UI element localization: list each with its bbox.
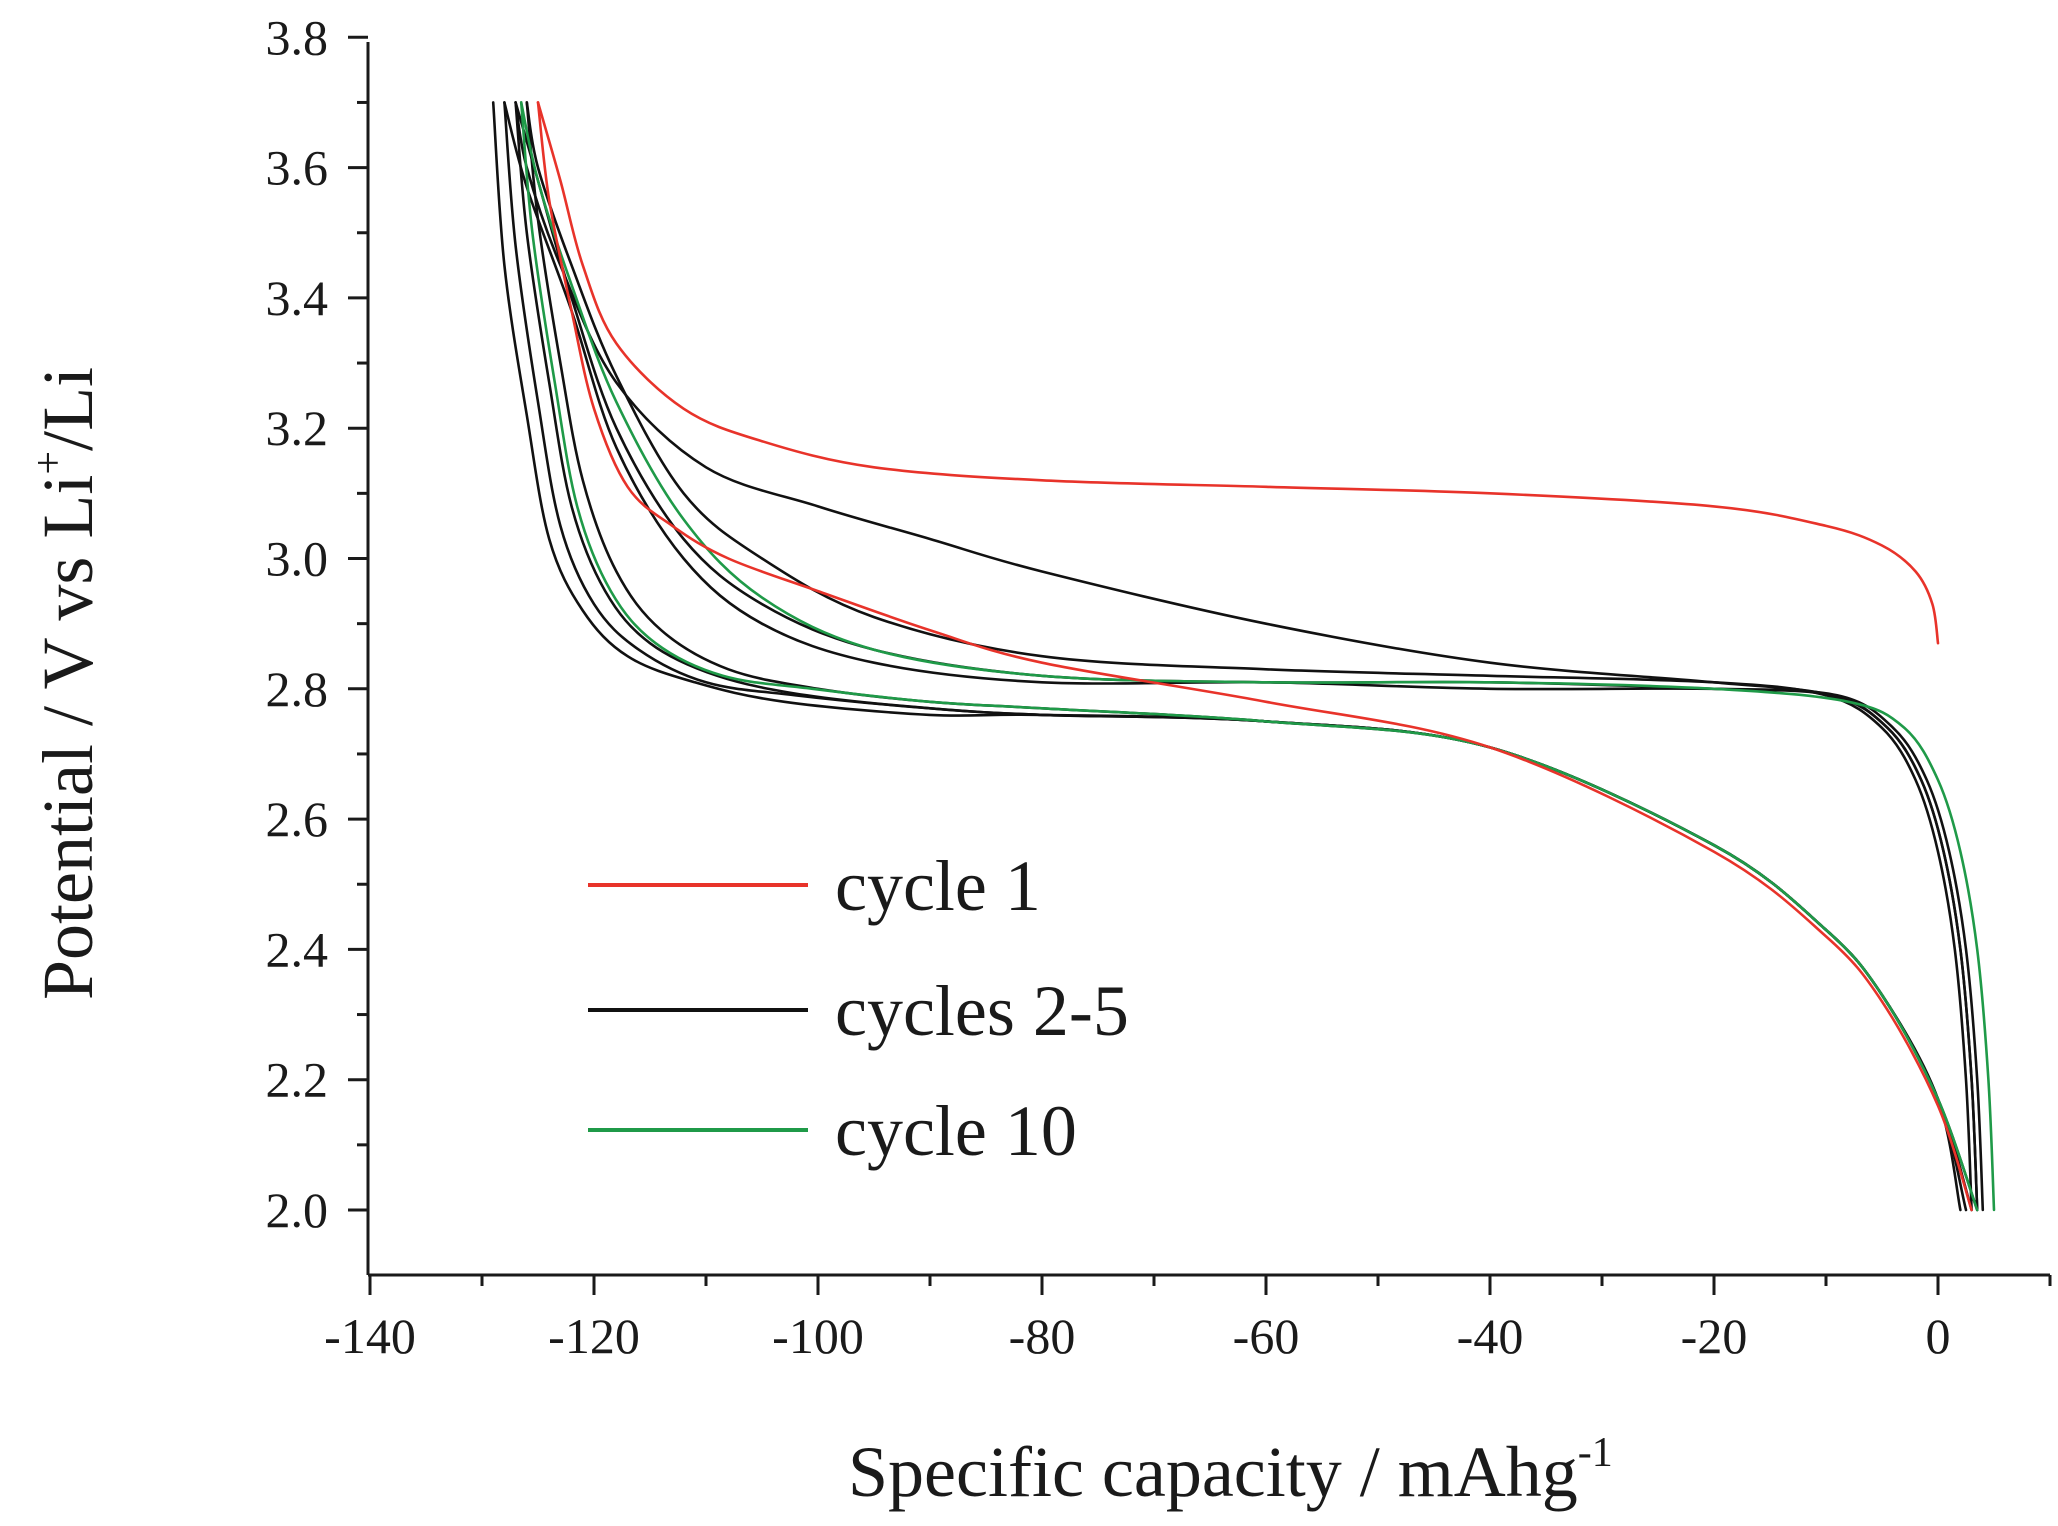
series-line-cycles-2-5 [514,101,1968,1212]
y-axis-title-tail: /Li [28,367,108,451]
y-tick-label: 3.4 [266,270,329,326]
series-line-cycles-2-5 [525,101,1962,1212]
series-line-cycles-2-5 [503,101,1985,1212]
y-tick-label: 3.0 [266,531,329,587]
series-line-cycles-2-5 [514,101,1979,1212]
x-tick-label: -140 [324,1308,416,1364]
x-tick-label: -60 [1233,1308,1300,1364]
y-axis-title-superscript: + [26,451,72,475]
legend: cycle 1 cycles 2-5 cycle 10 [588,846,1129,1171]
y-tick-label: 2.8 [266,661,329,717]
legend-label-cycle-1: cycle 1 [835,846,1041,926]
tick-labels: -140 -120 -100 -80 -60 -40 -20 0 2.0 2.2 2.4 2.6 2.8… [266,9,1951,1364]
series-layer [491,101,1996,1212]
y-axis-title-main: Potential / V vs Li [28,475,108,1000]
series-line-cycles-2-5 [514,101,1979,1212]
series-line-cycles-2-5 [525,101,1973,1212]
x-axis-title-superscript: -1 [1578,1430,1613,1476]
x-tick-label: -40 [1457,1308,1524,1364]
x-tick-label: -120 [548,1308,640,1364]
y-tick-label: 2.4 [266,921,329,977]
series-line-cycle-1 [536,101,1973,1212]
series-line-cycle-10 [519,101,1996,1212]
x-tick-label: -20 [1681,1308,1748,1364]
y-tick-label: 2.0 [266,1182,329,1238]
axis-ticks [348,35,2052,1295]
series-line-cycle-10 [519,101,1979,1212]
x-tick-label: -100 [772,1308,864,1364]
x-axis-title: Specific capacity / mAhg-1 [848,1430,1613,1512]
y-tick-label: 3.6 [266,140,329,196]
x-tick-label: 0 [1926,1308,1951,1364]
y-axis-title: Potential / V vs Li+/Li [26,367,108,1000]
x-tick-label: -80 [1009,1308,1076,1364]
x-axis-title-main: Specific capacity / mAhg [848,1432,1578,1512]
y-tick-label: 3.2 [266,400,329,456]
series-line-cycle-1 [536,101,1940,645]
series-line-cycles-2-5 [503,101,1973,1212]
y-tick-label: 3.8 [266,9,329,65]
legend-label-cycle-10: cycle 10 [835,1091,1077,1171]
series-line-cycles-2-5 [491,101,1979,1212]
y-tick-label: 2.2 [266,1052,329,1108]
legend-label-cycles-2-5: cycles 2-5 [835,971,1129,1051]
y-tick-label: 2.6 [266,791,329,847]
